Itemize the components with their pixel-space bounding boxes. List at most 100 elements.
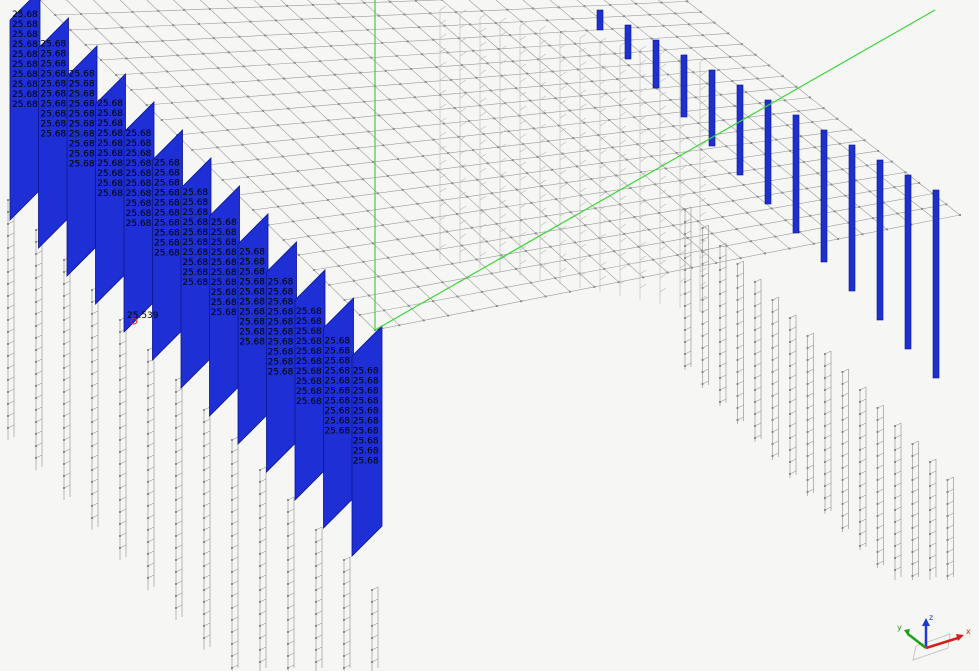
mesh-node [599,41,602,44]
mesh-node [308,75,311,78]
mesh-node [315,625,317,627]
mesh-node [739,257,742,260]
element-value-label: 25.68 [126,209,152,219]
mesh-node [203,481,205,483]
mesh-node [35,277,37,279]
mesh-node [410,67,413,70]
selected-node-marker[interactable] [130,317,138,325]
back-wall-strut [579,61,587,67]
mesh-node [532,7,535,10]
element-value-label: 25.68 [211,268,237,278]
back-wall-strut [699,155,707,161]
mesh-node [196,99,199,102]
mesh-node [187,38,190,41]
mesh-node [327,119,330,122]
back-wall-strut [599,219,607,225]
mesh-node [816,172,819,175]
back-wall-strut [439,33,447,39]
mesh-node [754,341,756,343]
mesh-node [343,571,345,573]
mesh-node [728,172,731,175]
mesh-node [35,289,37,291]
mesh-node [590,178,593,181]
back-wall-strut [619,69,627,75]
mesh-node [789,413,791,415]
mesh-node [231,643,233,645]
element-value-label: 25.68 [69,89,95,99]
back-wall-strut [499,87,507,93]
y-axis-label: y [897,623,902,632]
mesh-node [594,106,596,109]
mesh-node [321,167,324,170]
mesh-node [678,60,681,63]
mesh-node [203,541,205,543]
element-value-label: 25.68 [268,287,294,297]
element-value-label: 25.68 [324,337,350,347]
mesh-node [63,259,65,261]
mesh-node [736,335,739,337]
mesh-node [615,174,618,177]
mesh-node [203,493,205,495]
mesh-node [590,80,593,83]
back-wall-strut [579,215,587,221]
mesh-node [692,71,695,74]
mesh-node [876,431,879,433]
mesh-node [911,443,914,445]
mesh-node [515,87,518,90]
mesh-node [565,181,568,184]
highlighted-panels-left-wall[interactable] [9,0,383,557]
mesh-node [719,305,721,307]
mesh-node [371,649,373,651]
mesh-node [35,385,37,387]
mesh-node [894,497,896,499]
mesh-node [417,125,420,128]
mesh-node [701,311,704,313]
mesh-node [447,314,450,317]
mesh-node [63,319,65,321]
mesh-node [770,88,773,91]
element-value-label: 25.68 [154,249,180,259]
mesh-node [7,271,9,273]
back-wall-strut [659,203,667,209]
mesh-node [505,205,508,208]
back-wall-strut [479,125,487,131]
mesh-node [824,401,826,403]
mesh-node [119,535,121,537]
axis-triad[interactable]: z y x [888,610,978,671]
mesh-node [522,143,525,146]
back-wall-strut [639,213,647,219]
mesh-node [399,83,402,86]
element-value-label: 25.68 [126,199,152,209]
back-wall-strut [559,155,567,161]
back-wall-strut [639,73,647,79]
mesh-node [735,228,738,231]
mesh-node [771,407,774,409]
mesh-node [876,419,879,421]
mesh-node [203,637,205,639]
back-wall-strut [599,275,607,281]
mesh-node [701,383,704,385]
global-axis-lines [374,0,936,331]
back-wall-strut [679,137,687,143]
mesh-node [647,228,650,231]
element-value-label: 25.68 [296,317,322,327]
mesh-node [377,275,380,278]
mesh-node [231,499,233,501]
mesh-node [687,23,690,26]
roof-mesh-line [630,0,912,225]
element-value-label: 25.68 [268,367,294,377]
mesh-node [436,248,439,251]
highlighted-panels-right-wall[interactable] [596,9,940,379]
mesh-node [529,99,532,102]
roof-mesh-line [441,0,741,259]
back-wall-strut [499,241,507,247]
back-wall-strut [599,149,607,155]
mesh-node [343,643,345,645]
back-wall-mesh [439,5,707,312]
mesh-node [824,437,826,439]
back-wall-strut [659,77,667,83]
mesh-node [789,365,791,367]
mesh-node [363,100,366,103]
